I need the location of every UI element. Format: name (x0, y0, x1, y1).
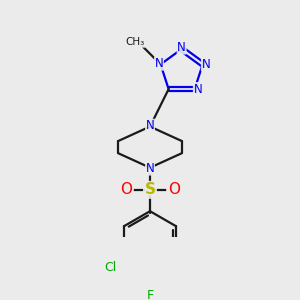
Text: S: S (145, 182, 155, 197)
Text: O: O (120, 182, 132, 197)
Text: N: N (194, 82, 202, 96)
Text: F: F (146, 289, 154, 300)
Text: N: N (146, 119, 154, 132)
Text: O: O (168, 182, 180, 197)
Text: N: N (154, 57, 164, 70)
Text: CH₃: CH₃ (126, 37, 145, 47)
Text: N: N (202, 58, 210, 71)
Text: Cl: Cl (104, 261, 117, 274)
Text: N: N (177, 41, 186, 54)
Text: N: N (146, 162, 154, 175)
